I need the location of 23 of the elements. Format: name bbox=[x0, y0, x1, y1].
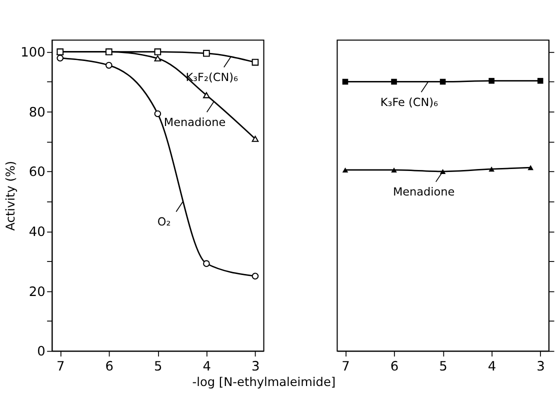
x-tick-label: 3 bbox=[536, 359, 545, 374]
x-tick-label: 5 bbox=[154, 359, 162, 374]
annotation: O₂ bbox=[157, 216, 171, 229]
x-tick-label: 3 bbox=[252, 359, 260, 374]
y-tick-label: 20 bbox=[28, 284, 46, 300]
x-tick-label: 4 bbox=[488, 359, 496, 374]
y-tick-label: 100 bbox=[20, 46, 46, 61]
annotation: Menadione bbox=[164, 116, 226, 129]
x-tick-label: 6 bbox=[390, 359, 399, 374]
x-axis-title: -log [N-ethylmaleimide] bbox=[192, 374, 336, 389]
x-tick-label: 6 bbox=[105, 359, 114, 374]
x-tick-label: 4 bbox=[202, 359, 211, 374]
annotation: K₃Fe (CN)₆ bbox=[380, 96, 438, 109]
y-tick-label: 80 bbox=[28, 105, 46, 120]
y-tick-label: 60 bbox=[28, 165, 46, 180]
x-tick-label: 5 bbox=[439, 359, 448, 374]
x-tick-label: 7 bbox=[56, 359, 65, 374]
x-tick-label: 7 bbox=[342, 359, 350, 374]
y-tick-label: 0 bbox=[37, 344, 46, 360]
y-tick-label: 40 bbox=[28, 225, 46, 240]
annotation: Menadione bbox=[392, 186, 455, 199]
annotation: K₃F₂(CN)₆ bbox=[186, 71, 238, 84]
y-axis-title: Activity (%) bbox=[4, 160, 18, 231]
